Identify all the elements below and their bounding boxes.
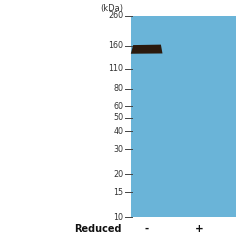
Text: +: + <box>195 224 204 234</box>
Text: 15: 15 <box>114 188 124 197</box>
Text: 60: 60 <box>114 102 124 111</box>
Text: 80: 80 <box>114 84 124 93</box>
Text: 10: 10 <box>114 213 124 222</box>
Text: -: - <box>144 224 149 234</box>
Text: 110: 110 <box>108 64 124 73</box>
Text: 50: 50 <box>114 113 124 122</box>
Bar <box>131 16 236 217</box>
Text: (kDa): (kDa) <box>101 4 124 13</box>
Text: Reduced: Reduced <box>74 224 121 234</box>
Text: 260: 260 <box>108 11 124 20</box>
Text: 20: 20 <box>114 170 124 179</box>
Text: 160: 160 <box>108 41 124 50</box>
Polygon shape <box>131 45 162 54</box>
Text: 40: 40 <box>114 127 124 136</box>
Text: 30: 30 <box>114 145 124 154</box>
